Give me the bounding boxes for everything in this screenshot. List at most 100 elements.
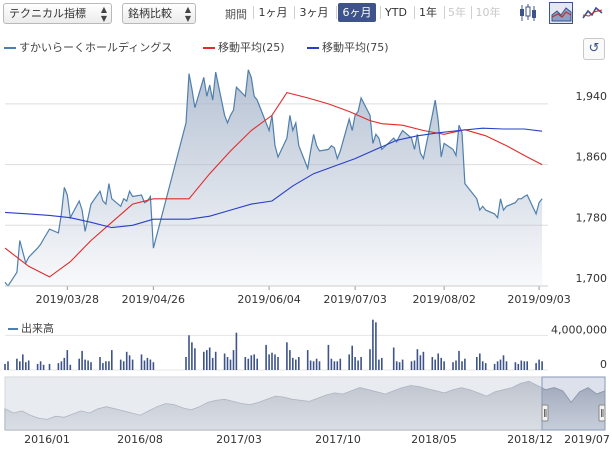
volume-bar[interactable] [25,362,27,370]
volume-bar[interactable] [357,360,359,371]
volume-bar[interactable] [194,348,196,370]
volume-bar[interactable] [348,354,350,370]
volume-bar[interactable] [66,350,69,370]
volume-bar[interactable] [48,363,51,370]
reset-zoom-button[interactable]: ↺ [583,38,605,60]
volume-bar[interactable] [440,357,442,370]
navigator-handle[interactable] [541,404,549,422]
volume-bar[interactable] [63,357,66,370]
chart-type-button[interactable] [517,2,541,24]
legend-item-ma25[interactable]: 移動平均(25) [203,39,285,55]
period-button[interactable]: 3ヶ月 [299,6,329,19]
volume-bar[interactable] [271,352,273,370]
period-button[interactable]: 6ヶ月 [338,3,376,22]
volume-bar[interactable] [481,361,484,370]
volume-bar[interactable] [309,360,312,371]
volume-bar[interactable] [16,358,18,370]
volume-bar[interactable] [152,362,155,370]
volume-bar[interactable] [81,350,83,370]
volume-bar[interactable] [372,319,374,370]
chart-type-button[interactable] [581,2,605,24]
volume-bar[interactable] [479,353,481,371]
volume-bar[interactable] [4,363,6,370]
volume-bar[interactable] [274,354,276,370]
volume-bar[interactable] [102,363,104,370]
volume-bar[interactable] [232,350,235,370]
price-line[interactable] [4,69,543,288]
volume-bar[interactable] [191,342,193,370]
volume-bar[interactable] [395,361,398,370]
volume-bar[interactable] [203,351,205,370]
volume-bar[interactable] [229,359,232,370]
volume-bar[interactable] [315,358,318,370]
volume-bar[interactable] [413,360,416,371]
volume-bar[interactable] [140,354,143,370]
volume-bar[interactable] [119,359,122,370]
ma75-line[interactable] [4,127,543,229]
chart-type-button[interactable] [549,2,573,24]
volume-bar[interactable] [318,361,321,370]
volume-bar[interactable] [111,350,113,370]
volume-bar[interactable] [434,359,436,370]
volume-bar[interactable] [247,358,250,370]
volume-bar[interactable] [493,363,496,370]
volume-bar[interactable] [461,361,463,370]
period-button[interactable]: YTD [385,6,407,19]
volume-bar[interactable] [277,357,279,370]
compare-stock-select[interactable]: 銘柄比較 ▲ ▼ [122,3,196,24]
volume-bar[interactable] [298,357,300,370]
volume-bar[interactable] [499,359,502,370]
volume-bar[interactable] [392,347,395,371]
period-button[interactable]: 1年 [419,6,437,19]
volume-bar[interactable] [235,332,238,370]
volume-bar[interactable] [538,359,540,370]
volume-bar[interactable] [208,347,211,371]
volume-bar[interactable] [99,357,101,370]
volume-bar[interactable] [541,361,543,370]
volume-bar[interactable] [375,322,377,370]
period-button[interactable]: 1ヶ月 [258,6,288,19]
volume-bar[interactable] [398,362,401,370]
volume-bar[interactable] [419,355,422,370]
volume-bar[interactable] [253,354,255,370]
legend-item-price[interactable]: すかいらーくホールディングス [4,39,172,55]
volume-bar[interactable] [108,361,110,370]
volume-bar[interactable] [244,357,247,370]
volume-bar[interactable] [90,362,92,370]
volume-bar[interactable] [185,357,187,370]
volume-bar[interactable] [87,360,89,371]
volume-bar[interactable] [69,364,72,370]
volume-bar[interactable] [295,359,297,370]
volume-bar[interactable] [211,357,214,370]
volume-bar[interactable] [143,360,146,371]
volume-bar[interactable] [289,350,291,370]
volume-bar[interactable] [256,358,258,370]
volume-bar[interactable] [27,360,30,371]
volume-bar[interactable] [19,361,21,370]
navigator-selection[interactable] [541,376,606,431]
volume-bar[interactable] [458,350,460,370]
volume-bar[interactable] [360,357,362,370]
volume-bar[interactable] [131,359,134,370]
volume-bar[interactable] [351,345,353,370]
volume-bar[interactable] [39,361,42,370]
volume-bar[interactable] [330,358,333,370]
volume-bar[interactable] [354,357,356,370]
volume-bar[interactable] [188,335,190,370]
volume-bar[interactable] [223,353,226,371]
volume-bar[interactable] [42,364,45,370]
volume-bar[interactable] [496,361,499,370]
volume-bar[interactable] [146,357,149,370]
volume-bar[interactable] [443,361,445,370]
volume-bar[interactable] [84,359,86,370]
volume-bar[interactable] [214,351,217,370]
volume-bar[interactable] [455,360,457,371]
volume-bar[interactable] [339,358,342,370]
volume-bar[interactable] [206,350,208,370]
volume-bar[interactable] [523,361,526,370]
volume-bar[interactable] [122,361,125,370]
volume-bar[interactable] [125,351,128,370]
volume-bar[interactable] [381,357,383,370]
period-button[interactable]: 10年 [475,6,501,19]
